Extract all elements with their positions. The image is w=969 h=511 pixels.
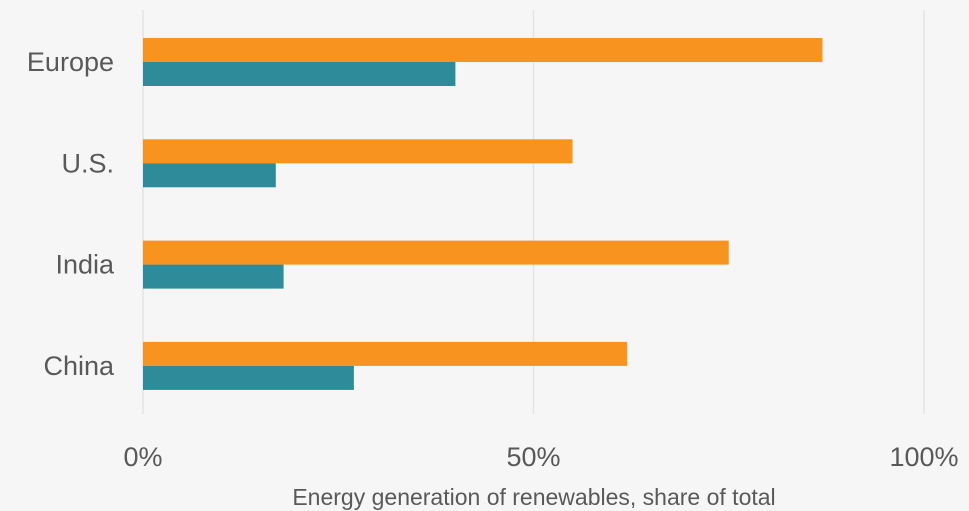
bar xyxy=(143,264,284,289)
bar xyxy=(143,139,573,164)
bar xyxy=(143,38,823,62)
category-label: China xyxy=(43,351,115,381)
x-tick-label: 50% xyxy=(506,442,560,472)
x-tick-label: 100% xyxy=(889,442,958,472)
x-tick-labels: 0% 50% 100% xyxy=(123,442,958,472)
x-tick-label: 0% xyxy=(123,442,162,472)
bar xyxy=(143,163,276,188)
bars xyxy=(143,38,823,390)
bar xyxy=(143,341,628,366)
bar xyxy=(143,240,729,265)
category-label: U.S. xyxy=(61,148,114,178)
bar xyxy=(143,365,354,390)
category-labels: Europe U.S. India China xyxy=(27,47,115,381)
category-label: Europe xyxy=(27,47,114,77)
x-axis-title: Energy generation of renewables, share o… xyxy=(292,484,775,510)
category-label: India xyxy=(55,250,115,280)
bar xyxy=(143,62,456,86)
